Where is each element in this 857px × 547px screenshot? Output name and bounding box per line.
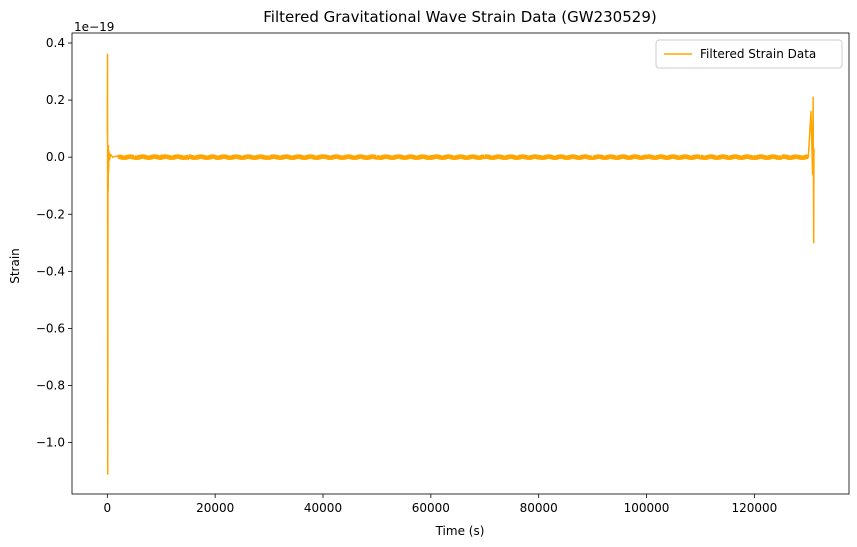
x-tick-label: 0 (103, 501, 111, 515)
series-line-1 (106, 53, 815, 475)
y-offset-text: 1e−19 (74, 20, 114, 34)
y-tick-label: −0.6 (36, 321, 65, 335)
chart-title: Filtered Gravitational Wave Strain Data … (263, 8, 656, 26)
y-tick-label: −0.8 (36, 379, 65, 393)
x-tick-label: 40000 (304, 501, 342, 515)
plot-frame (71, 32, 850, 495)
legend-entry-label: Filtered Strain Data (700, 47, 816, 61)
legend-box (655, 39, 843, 69)
x-tick-label: 120000 (731, 501, 777, 515)
y-tick-label: −0.2 (36, 207, 65, 221)
y-axis-label: Strain (8, 248, 22, 284)
x-tick-label: 100000 (624, 501, 670, 515)
x-tick-label: 20000 (196, 501, 234, 515)
y-tick-label: 0.2 (46, 93, 65, 107)
y-tick-label: −1.0 (36, 436, 65, 450)
x-tick-label: 80000 (520, 501, 558, 515)
y-tick-label: −0.4 (36, 264, 65, 278)
y-tick-label: 0.0 (46, 150, 65, 164)
legend: Filtered Strain Data (655, 39, 843, 69)
plot-area: 0 20000 40000 60000 80000 100000 120000 0.4 0.2 0… (36, 32, 850, 515)
y-tick-label: 0.4 (46, 36, 65, 50)
x-tick-label: 60000 (412, 501, 450, 515)
x-axis-label: Time (s) (435, 524, 485, 538)
